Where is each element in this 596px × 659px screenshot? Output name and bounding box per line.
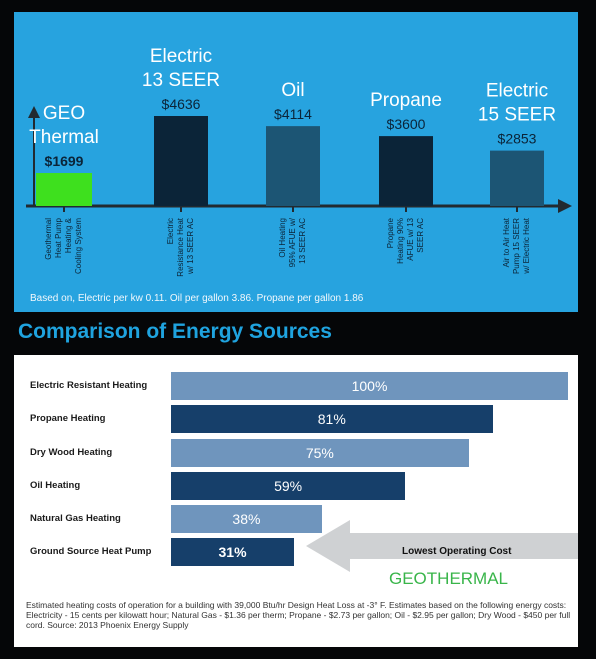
category-description: AFUE w/ 13 (406, 217, 415, 260)
category-description: Geothermal (44, 218, 53, 260)
category-description: w/ Electric Heat (522, 217, 531, 274)
comparison-value-label: 38% (232, 511, 261, 527)
category-title: Oil (281, 80, 304, 101)
category-description: Cooling System (74, 218, 83, 274)
category-description: Air to Air Heat (502, 217, 511, 267)
comparison-value-label: 75% (305, 445, 334, 461)
category-title: GEO (43, 103, 85, 124)
cost-chart-footnote: Based on, Electric per kw 0.11. Oil per … (30, 293, 364, 304)
category-description: Electric (166, 218, 175, 244)
comparison-value-label: 31% (218, 544, 247, 560)
category-title: Thermal (29, 127, 99, 148)
category-description: Heating & (64, 217, 73, 253)
row-label: Natural Gas Heating (30, 513, 121, 524)
cost-bar (266, 126, 320, 206)
comparison-bar: 75% (171, 439, 469, 467)
comparison-value-label: 81% (317, 411, 346, 427)
cost-value-label: $2853 (498, 131, 537, 147)
cost-value-label: $4114 (274, 106, 312, 122)
cost-value-label: $3600 (387, 116, 426, 132)
row-label: Oil Heating (30, 480, 81, 491)
geothermal-label: GEOTHERMAL (389, 569, 509, 588)
comparison-footnote: Estimated heating costs of operation for… (26, 600, 571, 630)
category-description: Heating 90% (396, 218, 405, 264)
comparison-value-label: 100% (351, 378, 388, 394)
callout-text: Lowest Operating Cost (402, 546, 512, 557)
category-description: 95% AFUE w/ (288, 217, 297, 267)
comparison-bar: 100% (171, 372, 568, 400)
category-description: w/ 13 SEER AC (186, 218, 195, 275)
comparison-bar: 31% (171, 538, 295, 566)
cost-bar (379, 136, 433, 206)
category-description: Propane (386, 217, 395, 248)
category-description: Pump 15 SEER (512, 218, 521, 274)
cost-chart-panel: $1699 GEO Thermal Geothermal Heat Pump Heatin… (14, 12, 578, 312)
row-label: Ground Source Heat Pump (30, 546, 152, 557)
row-label: Dry Wood Heating (30, 447, 113, 458)
row-label: Electric Resistant Heating (30, 380, 148, 391)
cost-value-label: $4636 (162, 96, 201, 112)
y-axis-arrow (28, 106, 40, 118)
comparison-bar: 38% (171, 505, 322, 533)
comparison-bar: 81% (171, 405, 493, 433)
comparison-bar: 59% (171, 472, 406, 500)
category-description: Resistance Heat (176, 217, 185, 276)
comparison-chart-panel: Electric Resistant Heating 100% Propane He… (14, 355, 578, 647)
callout-arrow (306, 520, 578, 572)
comparison-value-label: 59% (274, 478, 303, 494)
cost-bar (490, 150, 544, 206)
section-title: Comparison of Energy Sources (18, 320, 332, 343)
category-description: 13 SEER AC (298, 218, 307, 264)
category-title: 15 SEER (478, 105, 556, 126)
category-description: Heat Pump (54, 217, 63, 258)
category-title: 13 SEER (142, 70, 220, 91)
x-axis-arrow (558, 199, 572, 213)
callout-arrow-shape (306, 520, 578, 572)
cost-bar (36, 173, 92, 206)
category-description: SEER AC (416, 218, 425, 253)
category-description: Oil Heating (278, 218, 287, 258)
row-label: Propane Heating (30, 413, 106, 424)
category-title: Electric (486, 81, 548, 102)
category-title: Electric (150, 46, 212, 67)
cost-value-label: $1699 (45, 153, 84, 169)
cost-bar (154, 116, 208, 206)
category-title: Propane (370, 90, 442, 111)
